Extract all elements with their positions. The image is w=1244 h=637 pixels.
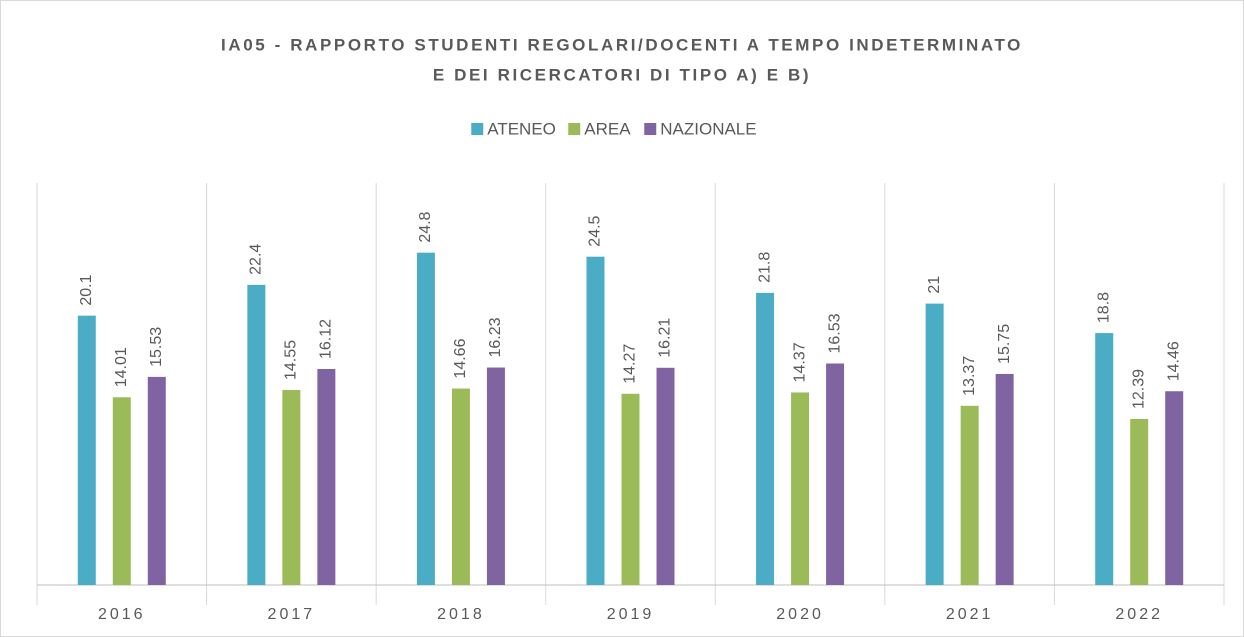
data-label: 16.23 xyxy=(487,317,504,357)
data-label: 14.46 xyxy=(1165,341,1182,381)
data-label: 24.5 xyxy=(587,215,604,246)
bar xyxy=(282,390,301,585)
bar xyxy=(960,405,979,585)
data-label: 20.1 xyxy=(78,274,95,305)
legend-swatch xyxy=(644,123,657,135)
data-label: 13.37 xyxy=(961,356,978,396)
data-label: 21.8 xyxy=(756,252,773,283)
x-tick-label: 2019 xyxy=(607,606,655,623)
bar xyxy=(791,392,810,585)
data-label: 16.21 xyxy=(657,318,674,358)
bar xyxy=(486,367,505,585)
bar xyxy=(826,363,845,585)
data-label: 16.53 xyxy=(826,313,843,353)
data-label: 22.4 xyxy=(248,244,265,275)
data-label: 15.53 xyxy=(148,327,165,367)
bar xyxy=(995,373,1014,585)
bar xyxy=(925,303,944,585)
legend-label: NAZIONALE xyxy=(660,119,756,138)
bar xyxy=(247,284,266,585)
x-tick-label: 2017 xyxy=(268,606,316,623)
data-label: 12.39 xyxy=(1130,369,1147,409)
legend-label: AREA xyxy=(584,119,631,138)
data-label: 24.8 xyxy=(417,211,434,242)
bar xyxy=(451,388,470,585)
bar xyxy=(147,376,166,585)
data-label: 15.75 xyxy=(996,324,1013,364)
legend-swatch xyxy=(568,123,581,135)
x-tick-label: 2020 xyxy=(776,606,824,623)
bar xyxy=(112,397,131,585)
data-label: 14.66 xyxy=(452,338,469,378)
data-label: 16.12 xyxy=(318,319,335,359)
chart-title: E DEI RICERCATORI DI TIPO A) E B) xyxy=(433,65,811,84)
x-tick-label: 2021 xyxy=(946,606,994,623)
bar xyxy=(1095,333,1114,585)
data-label: 14.27 xyxy=(622,344,639,384)
data-label: 21 xyxy=(926,276,943,294)
bar xyxy=(77,315,96,585)
bar xyxy=(621,393,640,585)
bar xyxy=(1165,391,1184,585)
chart-title: IA05 - RAPPORTO STUDENTI REGOLARI/DOCENT… xyxy=(221,35,1023,54)
legend-swatch xyxy=(471,123,484,135)
data-label: 18.8 xyxy=(1095,292,1112,323)
bar xyxy=(586,256,605,585)
bar xyxy=(317,368,336,585)
bar xyxy=(416,252,435,585)
data-label: 14.37 xyxy=(791,342,808,382)
data-label: 14.01 xyxy=(113,347,130,387)
x-tick-label: 2022 xyxy=(1115,606,1163,623)
legend-label: ATENEO xyxy=(487,119,556,138)
x-tick-label: 2016 xyxy=(98,606,146,623)
bar xyxy=(756,292,775,585)
data-label: 14.55 xyxy=(283,340,300,380)
bar xyxy=(656,367,675,585)
bar xyxy=(1130,418,1149,585)
x-tick-label: 2018 xyxy=(437,606,485,623)
